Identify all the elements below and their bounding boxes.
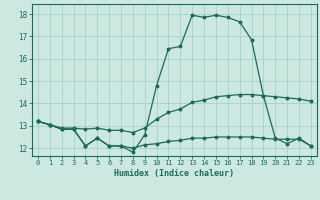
X-axis label: Humidex (Indice chaleur): Humidex (Indice chaleur) [115,169,234,178]
